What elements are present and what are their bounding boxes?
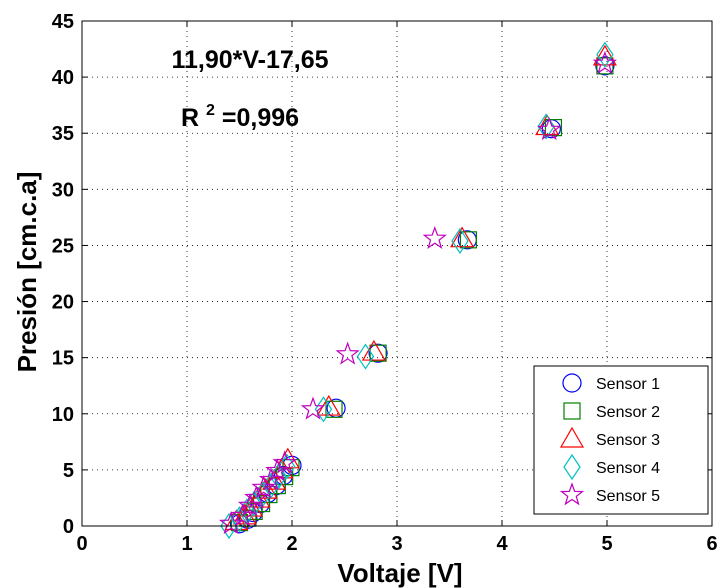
legend-item-sensor-1: Sensor 1	[562, 373, 660, 393]
r-squared-value: =0,996	[222, 104, 299, 132]
circle-data-point	[595, 56, 615, 76]
square-data-point	[369, 344, 387, 362]
triangle-data-point	[592, 44, 617, 66]
y-tick-label: 35	[52, 123, 74, 145]
x-tick-label: 4	[496, 533, 508, 555]
y-tick-label: 0	[63, 516, 74, 538]
y-tick-label: 25	[52, 235, 74, 257]
legend-diamond-marker	[563, 453, 581, 481]
legend-label: Sensor 3	[596, 432, 660, 449]
r-squared-label: R	[181, 104, 199, 132]
star-data-point	[237, 493, 263, 517]
data-points	[218, 41, 618, 540]
diamond-data-point	[356, 343, 375, 370]
x-tick-label: 2	[286, 533, 297, 555]
legend-star-marker	[559, 482, 585, 506]
legend-item-sensor-5: Sensor 5	[559, 482, 660, 506]
square-data-point	[325, 400, 343, 418]
series-sensor-5	[218, 50, 618, 535]
r-squared-exponent: 2	[206, 102, 215, 119]
fit-equation-annotation: 11,90*V-17,65	[171, 46, 328, 74]
y-tick-label: 40	[52, 67, 74, 89]
diamond-data-point	[230, 506, 249, 533]
x-tick-label: 6	[706, 533, 717, 555]
x-tick-label: 5	[601, 533, 612, 555]
star-data-point	[230, 503, 255, 527]
diamond-data-point	[537, 113, 555, 140]
star-data-point	[335, 341, 360, 365]
star-data-point	[300, 396, 326, 420]
legend-label: Sensor 2	[596, 404, 660, 421]
square-data-point	[459, 231, 477, 249]
star-data-point	[244, 485, 269, 509]
star-data-point	[272, 450, 297, 474]
legend-item-sensor-2: Sensor 2	[563, 402, 660, 421]
y-tick-label: 15	[52, 348, 74, 370]
square-data-point	[596, 57, 614, 75]
star-data-point	[218, 510, 244, 535]
triangle-data-point	[262, 468, 287, 490]
legend-triangle-marker	[559, 426, 585, 448]
y-tick-label: 5	[63, 460, 74, 482]
legend: Sensor 1 Sensor 2 Sensor 3 Sensor 4 Sensor 5	[533, 365, 709, 515]
triangle-data-point	[361, 339, 386, 361]
diamond-data-point	[596, 41, 614, 68]
x-tick-label: 1	[181, 533, 192, 555]
square-data-point	[252, 494, 271, 513]
y-tick-label: 45	[52, 11, 74, 33]
x-tick-label: 0	[76, 533, 87, 555]
y-tick-label: 10	[52, 404, 74, 426]
x-tick-label: 3	[391, 533, 402, 555]
plot-frame	[81, 20, 713, 527]
star-data-point	[422, 225, 447, 250]
legend-square-marker	[563, 402, 581, 420]
legend-box	[533, 365, 709, 515]
legend-label: Sensor 1	[596, 376, 660, 393]
x-axis-label: Voltaje [V]	[337, 558, 462, 588]
legend-item-sensor-3: Sensor 3	[559, 426, 660, 449]
diamond-data-point	[451, 227, 469, 255]
r-squared-annotation: R 2 =0,996	[181, 93, 299, 132]
star-data-point	[592, 50, 618, 74]
y-tick-label: 30	[52, 179, 74, 201]
circle-data-point	[368, 343, 388, 363]
star-data-point	[537, 117, 562, 141]
legend-circle-marker	[562, 373, 582, 393]
square-data-point	[544, 119, 563, 137]
legend-item-sensor-4: Sensor 4	[563, 453, 660, 481]
y-axis-label: Presión [cm.c.a]	[12, 172, 42, 373]
legend-label: Sensor 4	[596, 460, 660, 477]
y-tick-label: 20	[52, 292, 74, 314]
legend-label: Sensor 5	[596, 488, 660, 505]
triangle-data-point	[450, 226, 475, 248]
